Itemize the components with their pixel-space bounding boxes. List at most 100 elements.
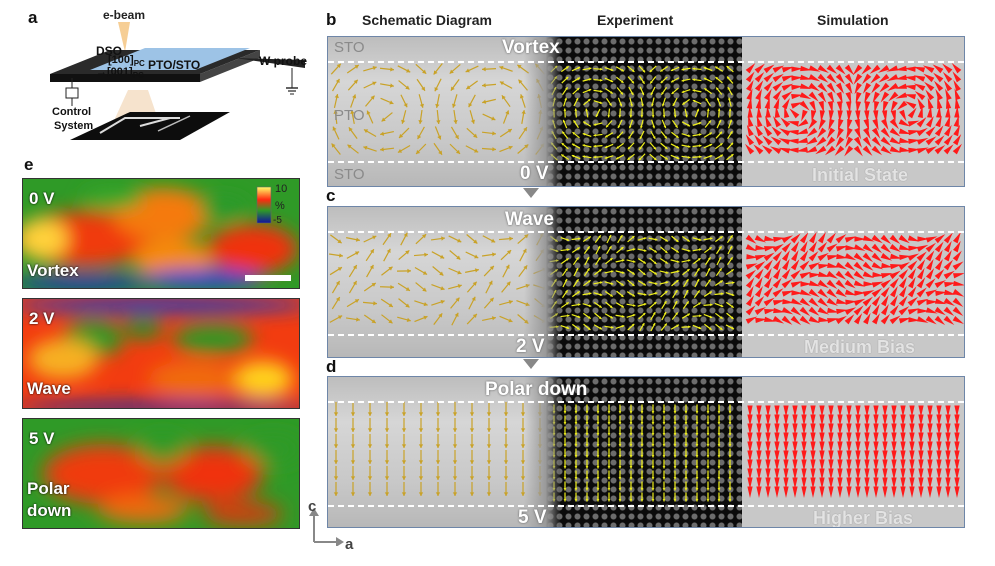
schem-vortex-arrow-42-head xyxy=(381,117,386,122)
exp-down-arrow-100-head xyxy=(717,466,721,469)
schem-down-arrow-10-head xyxy=(503,412,509,416)
schem-vortex-arrow-70-head xyxy=(416,149,421,155)
exp-down-arrow-83-head xyxy=(717,455,721,458)
sim-wave-arrow-210 xyxy=(907,308,920,315)
sim-wave-arrow-91 xyxy=(916,259,926,271)
sim-wave-arrow-108 xyxy=(853,270,865,280)
exp-vortex-arrow-57-head xyxy=(619,103,623,107)
sim-down-arrow-55 xyxy=(810,423,816,435)
sim-vortex-arrow-169 xyxy=(755,124,763,137)
sim-vortex-arrow-168 xyxy=(746,124,754,137)
layer-sto-bottom: STO xyxy=(334,166,365,183)
exp-vortex-arrow-54-head xyxy=(587,99,591,102)
sim-wave-arrow-85 xyxy=(862,261,874,271)
exp-wave-arrow-50-head xyxy=(730,257,733,260)
schem-wave-arrow-66-head xyxy=(356,317,360,322)
panel-label-e: e xyxy=(24,155,34,174)
sim-down-arrow-213 xyxy=(936,477,942,489)
sim-down-arrow-58 xyxy=(837,423,843,435)
exp-down-arrow-71-head xyxy=(585,455,589,458)
sim-down-arrow-185 xyxy=(900,468,906,480)
sim-vortex-arrow-72 xyxy=(746,88,753,101)
sim-down-arrow-206 xyxy=(873,477,879,489)
sim-wave-arrow-95 xyxy=(952,261,964,271)
sim-wave-arrow-190 xyxy=(943,297,955,306)
sim-wave-arrow-191 xyxy=(952,297,964,307)
exp-wave-arrow-104-head xyxy=(577,303,581,307)
sim-wave-arrow-13 xyxy=(862,235,875,242)
sim-vortex-arrow-107 xyxy=(845,101,852,113)
sim-wave-arrow-28 xyxy=(781,242,792,253)
sim-vortex-arrow-182 xyxy=(871,127,881,139)
schem-wave-arrow-40-head xyxy=(352,280,357,286)
exp-vortex-arrow-41-head xyxy=(630,92,634,95)
sim-wave-arrow-59 xyxy=(844,253,857,261)
exp-down-arrow-38-head xyxy=(596,433,600,436)
arrows-schem-c xyxy=(328,232,547,326)
sim-down-arrow-81 xyxy=(828,432,834,444)
sim-vortex-arrow-87 xyxy=(880,91,890,103)
sim-wave-arrow-27 xyxy=(772,243,784,253)
sim-wave-arrow-78 xyxy=(799,260,810,271)
exp-down-arrow-78-head xyxy=(662,455,666,458)
sim-wave-arrow-214 xyxy=(943,306,955,317)
exp-wave-arrow-61-head xyxy=(665,271,669,274)
schem-vortex-arrow-52-head xyxy=(332,126,337,131)
sim-vortex-arrow-121 xyxy=(756,106,762,118)
exp-wave-arrow-77-head xyxy=(654,282,658,285)
sim-vortex-arrow-218 xyxy=(761,145,773,155)
exp-vortex-arrow-110-head xyxy=(639,136,643,140)
exp-down-arrow-92-head xyxy=(629,466,633,469)
sim-wave-arrow-132 xyxy=(853,280,866,287)
sim-vortex-arrow-194 xyxy=(762,135,773,146)
sim-vortex-arrow-216 xyxy=(744,143,755,155)
sim-wave-arrow-140 xyxy=(925,278,936,289)
exp-down-arrow-104-head xyxy=(574,477,578,480)
sim-down-arrow-21 xyxy=(936,405,942,417)
exp-vortex-arrow-3-head xyxy=(588,67,592,70)
exp-down-arrow-42-head xyxy=(640,433,644,436)
panel-label-a: a xyxy=(28,8,38,27)
axes-arrows-icon xyxy=(309,508,344,547)
sim-vortex-arrow-33 xyxy=(826,73,837,84)
exp-vortex-arrow-125-head xyxy=(616,146,620,149)
exp-vortex-arrow-131-head xyxy=(687,145,691,148)
exp-vortex-arrow-82-head xyxy=(706,108,710,111)
sim-wave-arrow-134 xyxy=(871,281,884,288)
sim-vortex-arrow-18 xyxy=(904,66,916,72)
exp-vortex-arrow-109-head xyxy=(628,136,631,139)
sim-down-arrow-73 xyxy=(756,432,762,444)
exp-wave-arrow-96-head xyxy=(674,290,678,293)
sim-down-arrow-56 xyxy=(819,423,825,435)
sim-vortex-arrow-228 xyxy=(853,145,863,157)
sim-wave-arrow-219 xyxy=(772,316,785,324)
schem-wave-arrow-52-head xyxy=(335,297,340,302)
sim-vortex-arrow-97 xyxy=(755,97,762,109)
exp-wave-arrow-110-head xyxy=(643,303,647,306)
exp-vortex-arrow-21-head xyxy=(600,78,603,82)
schem-down-arrow-32-head xyxy=(435,444,441,448)
schem-wave-arrow-6-head xyxy=(441,236,445,241)
exp-vortex-arrow-130-head xyxy=(676,145,679,149)
exp-wave-arrow-53-head xyxy=(575,267,579,271)
exp-wave-arrow-124-head xyxy=(610,315,613,319)
exp-down-arrow-123-head xyxy=(596,488,600,491)
sim-down-arrow-47 xyxy=(954,414,960,426)
exp-wave-arrow-32-head xyxy=(719,246,722,249)
sim-down-arrow-76 xyxy=(783,432,789,444)
exp-vortex-arrow-8-head xyxy=(642,69,646,73)
sim-wave-arrow-18 xyxy=(907,235,920,242)
sim-down-arrow-160 xyxy=(891,459,897,471)
heatmap-5v-voltage: 5 V xyxy=(29,429,55,448)
schem-wave-arrow-22-head xyxy=(492,252,496,257)
sim-down-arrow-169 xyxy=(756,468,762,480)
exp-wave-arrow-83-head xyxy=(720,280,723,283)
state-label-c: Wave xyxy=(505,209,554,231)
sim-down-arrow-182 xyxy=(873,468,879,480)
sim-wave-arrow-70 xyxy=(944,249,952,262)
exp-vortex-arrow-111-head xyxy=(652,136,656,139)
sim-down-arrow-77 xyxy=(792,432,798,444)
sim-wave-arrow-46 xyxy=(944,240,952,253)
schem-wave-arrow-69-head xyxy=(406,317,411,322)
sim-wave-arrow-129 xyxy=(826,279,838,290)
